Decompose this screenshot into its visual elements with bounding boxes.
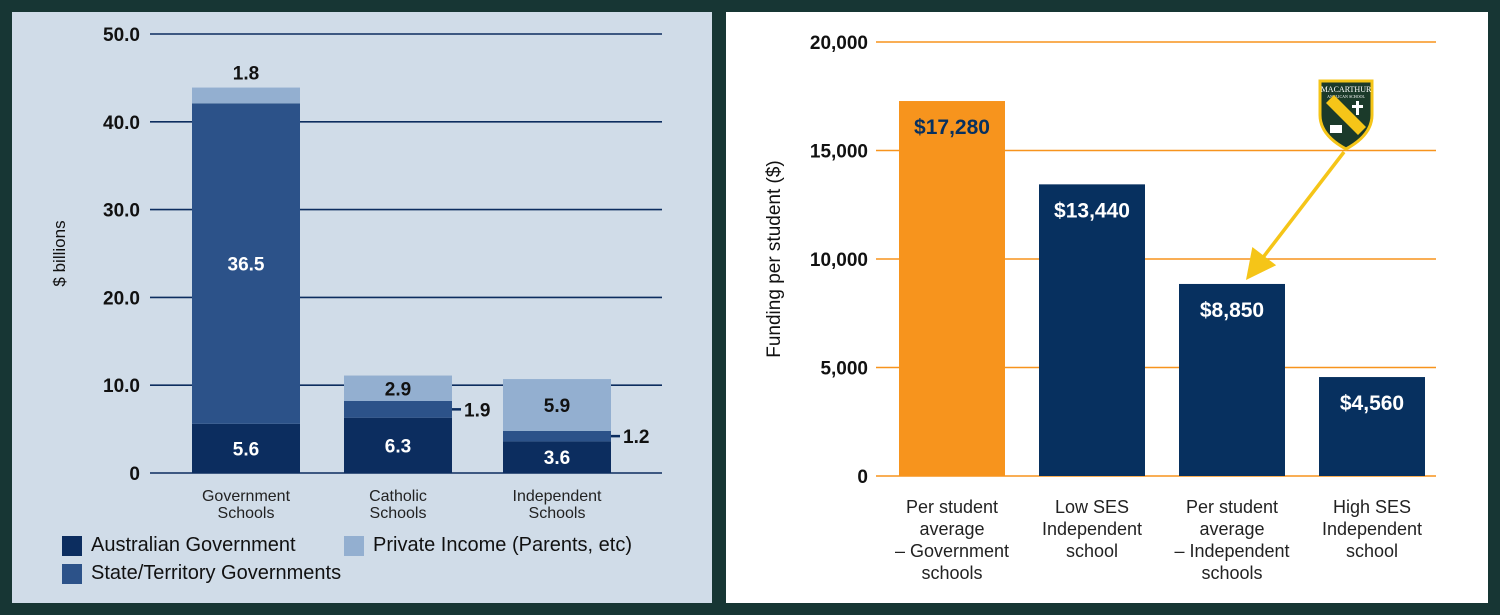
x-category-label: Per student (906, 497, 998, 517)
legend-item-state-territory-governments: State/Territory Governments (62, 562, 341, 585)
legend-label: Australian Government (91, 534, 296, 556)
legend-label: Private Income (Parents, etc) (373, 534, 632, 556)
x-category-label: Government (202, 488, 291, 505)
x-category-label: Low SES (1055, 497, 1129, 517)
bar (1319, 377, 1425, 476)
y-tick-label: 0 (129, 464, 140, 485)
bar-segment (192, 103, 300, 424)
x-category-label: High SES (1333, 497, 1411, 517)
data-label: 2.9 (385, 379, 411, 400)
annotation-arrow-head (1246, 247, 1277, 280)
x-category-label: – Independent (1174, 541, 1289, 561)
bar-segment (344, 375, 452, 402)
right-bar-chart: 0 5,000 10,000 15,000 20,000 Funding per stud… (764, 33, 1436, 583)
x-category-label: Independent (1042, 519, 1142, 539)
x-category-label: schools (1201, 563, 1262, 583)
y-tick-label: 10.0 (103, 376, 140, 397)
bar (899, 101, 1005, 477)
x-category-label: average (919, 519, 984, 539)
x-category-label: Schools (529, 505, 586, 522)
data-label: 1.2 (623, 427, 649, 448)
x-category-label: Per student (1186, 497, 1278, 517)
legend-item-private-income: Private Income (Parents, etc) (344, 534, 632, 557)
bar-segment (503, 430, 611, 442)
data-label: $13,440 (1054, 199, 1130, 222)
x-category-label: Independent (1322, 519, 1422, 539)
x-category-label: Catholic (369, 488, 427, 505)
crest-subtext: ANGLICAN SCHOOL (1327, 94, 1365, 99)
data-label: 36.5 (228, 255, 265, 276)
data-label: 5.6 (233, 439, 259, 460)
bar-segment (344, 401, 452, 418)
bar-segment (192, 87, 300, 104)
y-tick-label: 15,000 (810, 142, 868, 163)
data-label: 6.3 (385, 436, 411, 457)
bar-segment (344, 417, 452, 473)
legend-swatch (62, 535, 82, 556)
crest-banner (1322, 83, 1370, 96)
bar (1039, 184, 1145, 477)
x-category-label: Schools (218, 505, 275, 522)
bar (1179, 283, 1285, 476)
y-tick-label: 50.0 (103, 25, 140, 46)
legend-label: State/Territory Governments (91, 562, 342, 584)
crest-text: MACARTHUR (1321, 85, 1372, 94)
legend-item-australian-government: Australian Government (62, 534, 296, 557)
right-chart-panel: 0 5,000 10,000 15,000 20,000 Funding per stud… (726, 12, 1488, 603)
annotation-arrow-line (1256, 150, 1346, 266)
legend-swatch (62, 563, 82, 584)
bar-segment (192, 423, 300, 473)
y-tick-label: 5,000 (820, 359, 868, 380)
data-label: $4,560 (1340, 392, 1404, 415)
x-category-label: – Government (895, 541, 1009, 561)
crest-bend (1326, 95, 1366, 135)
y-tick-label: 0 (857, 467, 868, 488)
y-tick-label: 40.0 (103, 113, 140, 134)
data-label: 1.8 (233, 64, 259, 85)
left-stacked-bar-chart: 0 10.0 20.0 30.0 40.0 50.0 $ billions 5.6 36.5 1.… (50, 25, 662, 522)
crest-cross-h (1352, 105, 1363, 108)
data-label: $8,850 (1200, 299, 1264, 322)
y-tick-label: 20,000 (810, 33, 868, 54)
bar-segment (503, 441, 611, 473)
data-label: 3.6 (544, 448, 570, 469)
x-category-label: Independent (513, 488, 603, 505)
crest-book (1330, 125, 1342, 133)
y-axis-label: Funding per student ($) (764, 160, 785, 358)
x-category-label: Schools (370, 505, 427, 522)
x-category-label: schools (921, 563, 982, 583)
x-category-label: school (1066, 541, 1118, 561)
data-label: 5.9 (544, 396, 570, 417)
data-label: 1.9 (464, 400, 490, 421)
legend-swatch (344, 535, 364, 556)
y-tick-label: 20.0 (103, 288, 140, 309)
x-category-label: average (1199, 519, 1264, 539)
x-category-label: school (1346, 541, 1398, 561)
bar-segment (503, 379, 611, 431)
y-axis-label: $ billions (50, 220, 69, 286)
y-tick-label: 30.0 (103, 201, 140, 222)
data-label: $17,280 (914, 116, 990, 139)
left-chart-panel: 0 10.0 20.0 30.0 40.0 50.0 $ billions 5.6 36.5 1.… (12, 12, 712, 603)
y-tick-label: 10,000 (810, 250, 868, 271)
